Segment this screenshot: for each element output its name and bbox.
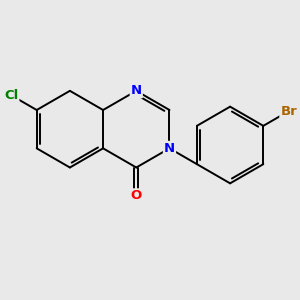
Text: N: N xyxy=(164,142,175,155)
Text: Cl: Cl xyxy=(4,89,18,102)
Text: Br: Br xyxy=(280,105,297,118)
Text: O: O xyxy=(131,189,142,202)
Text: N: N xyxy=(131,84,142,97)
